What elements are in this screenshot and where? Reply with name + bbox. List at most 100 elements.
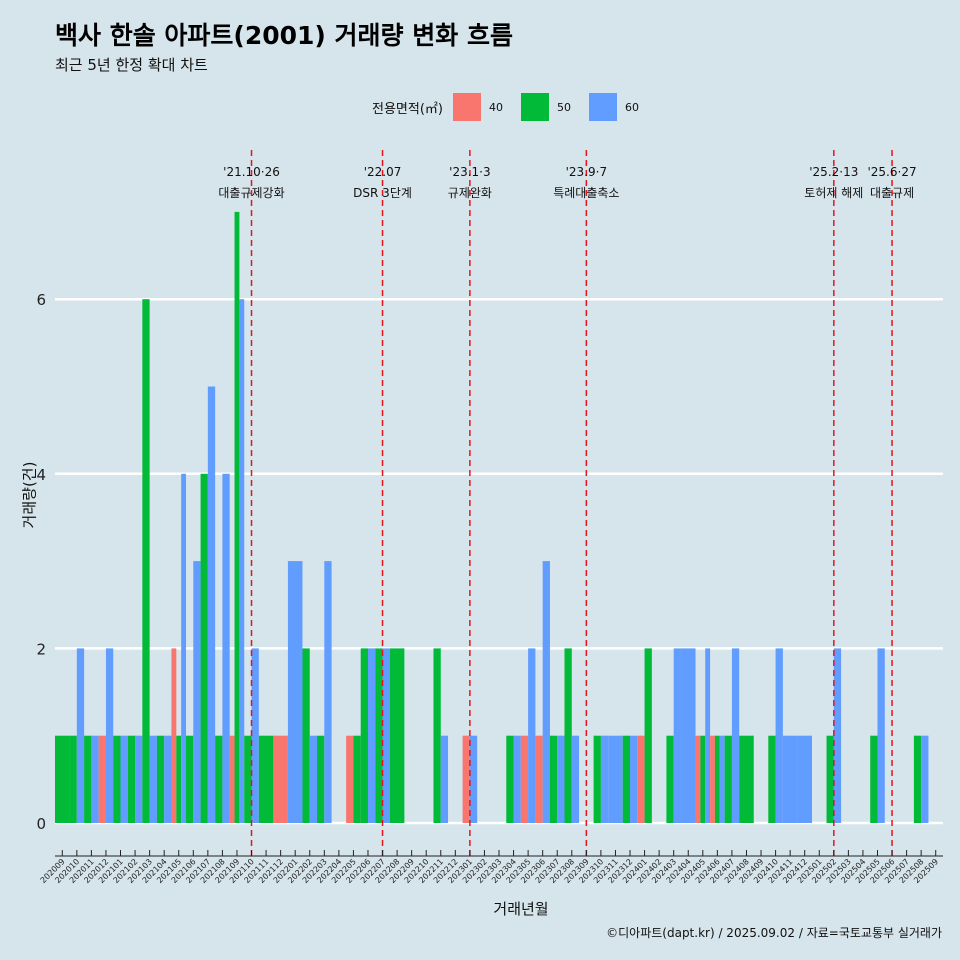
event-date: '23.9·7 bbox=[566, 165, 607, 179]
x-axis-label-wrap: 거래년월 bbox=[0, 898, 960, 919]
bar-50-202009 bbox=[55, 735, 70, 823]
bar-60-202109 bbox=[239, 299, 245, 823]
bar-50-202502 bbox=[826, 735, 834, 823]
bar-50-202406 bbox=[714, 735, 720, 823]
bar-50-202103 bbox=[142, 299, 150, 823]
bar-50-202207 bbox=[375, 648, 383, 823]
legend-key-60 bbox=[588, 93, 617, 121]
event-date: '25.6·27 bbox=[867, 165, 916, 179]
bar-40-202405 bbox=[695, 735, 701, 823]
y-tick-label: 4 bbox=[36, 466, 46, 484]
bar-60-202407 bbox=[731, 648, 740, 823]
y-tick-label: 2 bbox=[36, 640, 46, 658]
bar-50-202403 bbox=[666, 735, 674, 823]
bar-40-202305 bbox=[520, 735, 529, 823]
bar-60-202203 bbox=[324, 561, 332, 823]
bar-50-202110 bbox=[244, 735, 252, 823]
bar-60-202102 bbox=[135, 735, 143, 823]
bar-60-202508 bbox=[921, 735, 929, 823]
bar-60-202206 bbox=[367, 648, 376, 823]
bar-60-202412 bbox=[797, 735, 812, 823]
bar-50-202505 bbox=[870, 735, 878, 823]
bar-60-202312 bbox=[630, 735, 638, 823]
event-label: DSR 3단계 bbox=[353, 186, 412, 200]
bar-60-202207 bbox=[382, 648, 390, 823]
bar-40-202401 bbox=[637, 735, 645, 823]
bar-50-202408 bbox=[739, 735, 754, 823]
bar-60-202307 bbox=[557, 735, 565, 823]
bar-60-202502 bbox=[833, 648, 842, 823]
bar-60-202108 bbox=[222, 473, 230, 823]
bar-50-202307 bbox=[549, 735, 558, 823]
bar-50-202407 bbox=[724, 735, 732, 823]
bar-50-202202 bbox=[302, 648, 310, 823]
bar-50-202108 bbox=[215, 735, 223, 823]
bar-50-202410 bbox=[768, 735, 776, 823]
bar-50-202203 bbox=[317, 735, 325, 823]
bar-60-202505 bbox=[877, 648, 885, 823]
bar-60-202306 bbox=[542, 561, 550, 823]
legend-label-60: 60 bbox=[624, 100, 639, 114]
event-date: '22.07 bbox=[364, 165, 402, 179]
bar-50-202101 bbox=[113, 735, 121, 823]
bar-40-202301 bbox=[462, 735, 470, 823]
bar-60-202410 bbox=[775, 648, 783, 823]
legend-key-50 bbox=[520, 93, 549, 121]
bar-50-202508 bbox=[913, 735, 922, 823]
bar-40-202112 bbox=[273, 735, 288, 823]
bar-60-202106 bbox=[193, 561, 201, 823]
bar-50-202308 bbox=[564, 648, 572, 823]
bar-50-202109 bbox=[234, 211, 240, 823]
y-tick-label: 6 bbox=[36, 291, 46, 309]
bar-60-202310 bbox=[600, 735, 609, 823]
event-label: 특례대출축소 bbox=[553, 186, 619, 200]
bar-60-202403 bbox=[673, 648, 681, 823]
bar-60-202110 bbox=[251, 648, 259, 823]
bar-50-202205 bbox=[353, 735, 361, 823]
bar-40-202406 bbox=[710, 735, 715, 823]
bar-60-202411 bbox=[782, 735, 798, 823]
bar-60-202405 bbox=[705, 648, 711, 823]
bar-40-202109 bbox=[229, 735, 235, 823]
bar-50-202401 bbox=[644, 648, 652, 823]
event-label: 대출규제 bbox=[870, 186, 914, 200]
legend-title: 전용면적(㎡) bbox=[372, 101, 443, 117]
bar-60-202103 bbox=[149, 735, 157, 823]
bar-50-202211 bbox=[433, 648, 441, 823]
bar-50-202104 bbox=[156, 735, 165, 823]
y-axis-label: 거래량(건) bbox=[20, 461, 39, 529]
bar-60-202304 bbox=[513, 735, 521, 823]
bar-50-202208 bbox=[389, 648, 405, 823]
bar-60-202202 bbox=[309, 735, 318, 823]
legend-label-50: 50 bbox=[556, 100, 571, 114]
bar-60-202308 bbox=[571, 735, 580, 823]
bar-60-202311 bbox=[608, 735, 623, 823]
y-tick-label: 0 bbox=[36, 815, 46, 833]
legend: 전용면적(㎡) 40 50 60 bbox=[372, 92, 657, 122]
bar-60-202010 bbox=[76, 648, 85, 823]
bar-50-202010 bbox=[69, 735, 77, 823]
event-label: 토허제 해제 bbox=[804, 186, 863, 200]
bar-60-202404 bbox=[680, 648, 696, 823]
bar-50-202105 bbox=[176, 735, 182, 823]
bar-50-202102 bbox=[127, 735, 136, 823]
legend-label-40: 40 bbox=[488, 100, 503, 114]
bar-50-202011 bbox=[84, 735, 92, 823]
x-axis-label: 거래년월 bbox=[493, 900, 549, 918]
bar-60-202101 bbox=[120, 735, 128, 823]
legend-key-40 bbox=[452, 93, 481, 121]
bar-60-202011 bbox=[91, 735, 99, 823]
bar-40-202205 bbox=[346, 735, 354, 823]
bar-60-202305 bbox=[528, 648, 536, 823]
bar-50-202304 bbox=[506, 735, 514, 823]
event-label: 대출규제강화 bbox=[218, 186, 284, 200]
bar-50-202312 bbox=[622, 735, 631, 823]
source-caption: ©디아파트(dapt.kr) / 2025.09.02 / 자료=국토교통부 실… bbox=[606, 926, 942, 940]
bar-50-202206 bbox=[360, 648, 368, 823]
bar-40-202012 bbox=[98, 735, 106, 823]
bar-50-202107 bbox=[200, 473, 208, 823]
bar-50-202405 bbox=[700, 735, 706, 823]
bar-60-202107 bbox=[207, 386, 216, 823]
bar-50-202310 bbox=[593, 735, 601, 823]
